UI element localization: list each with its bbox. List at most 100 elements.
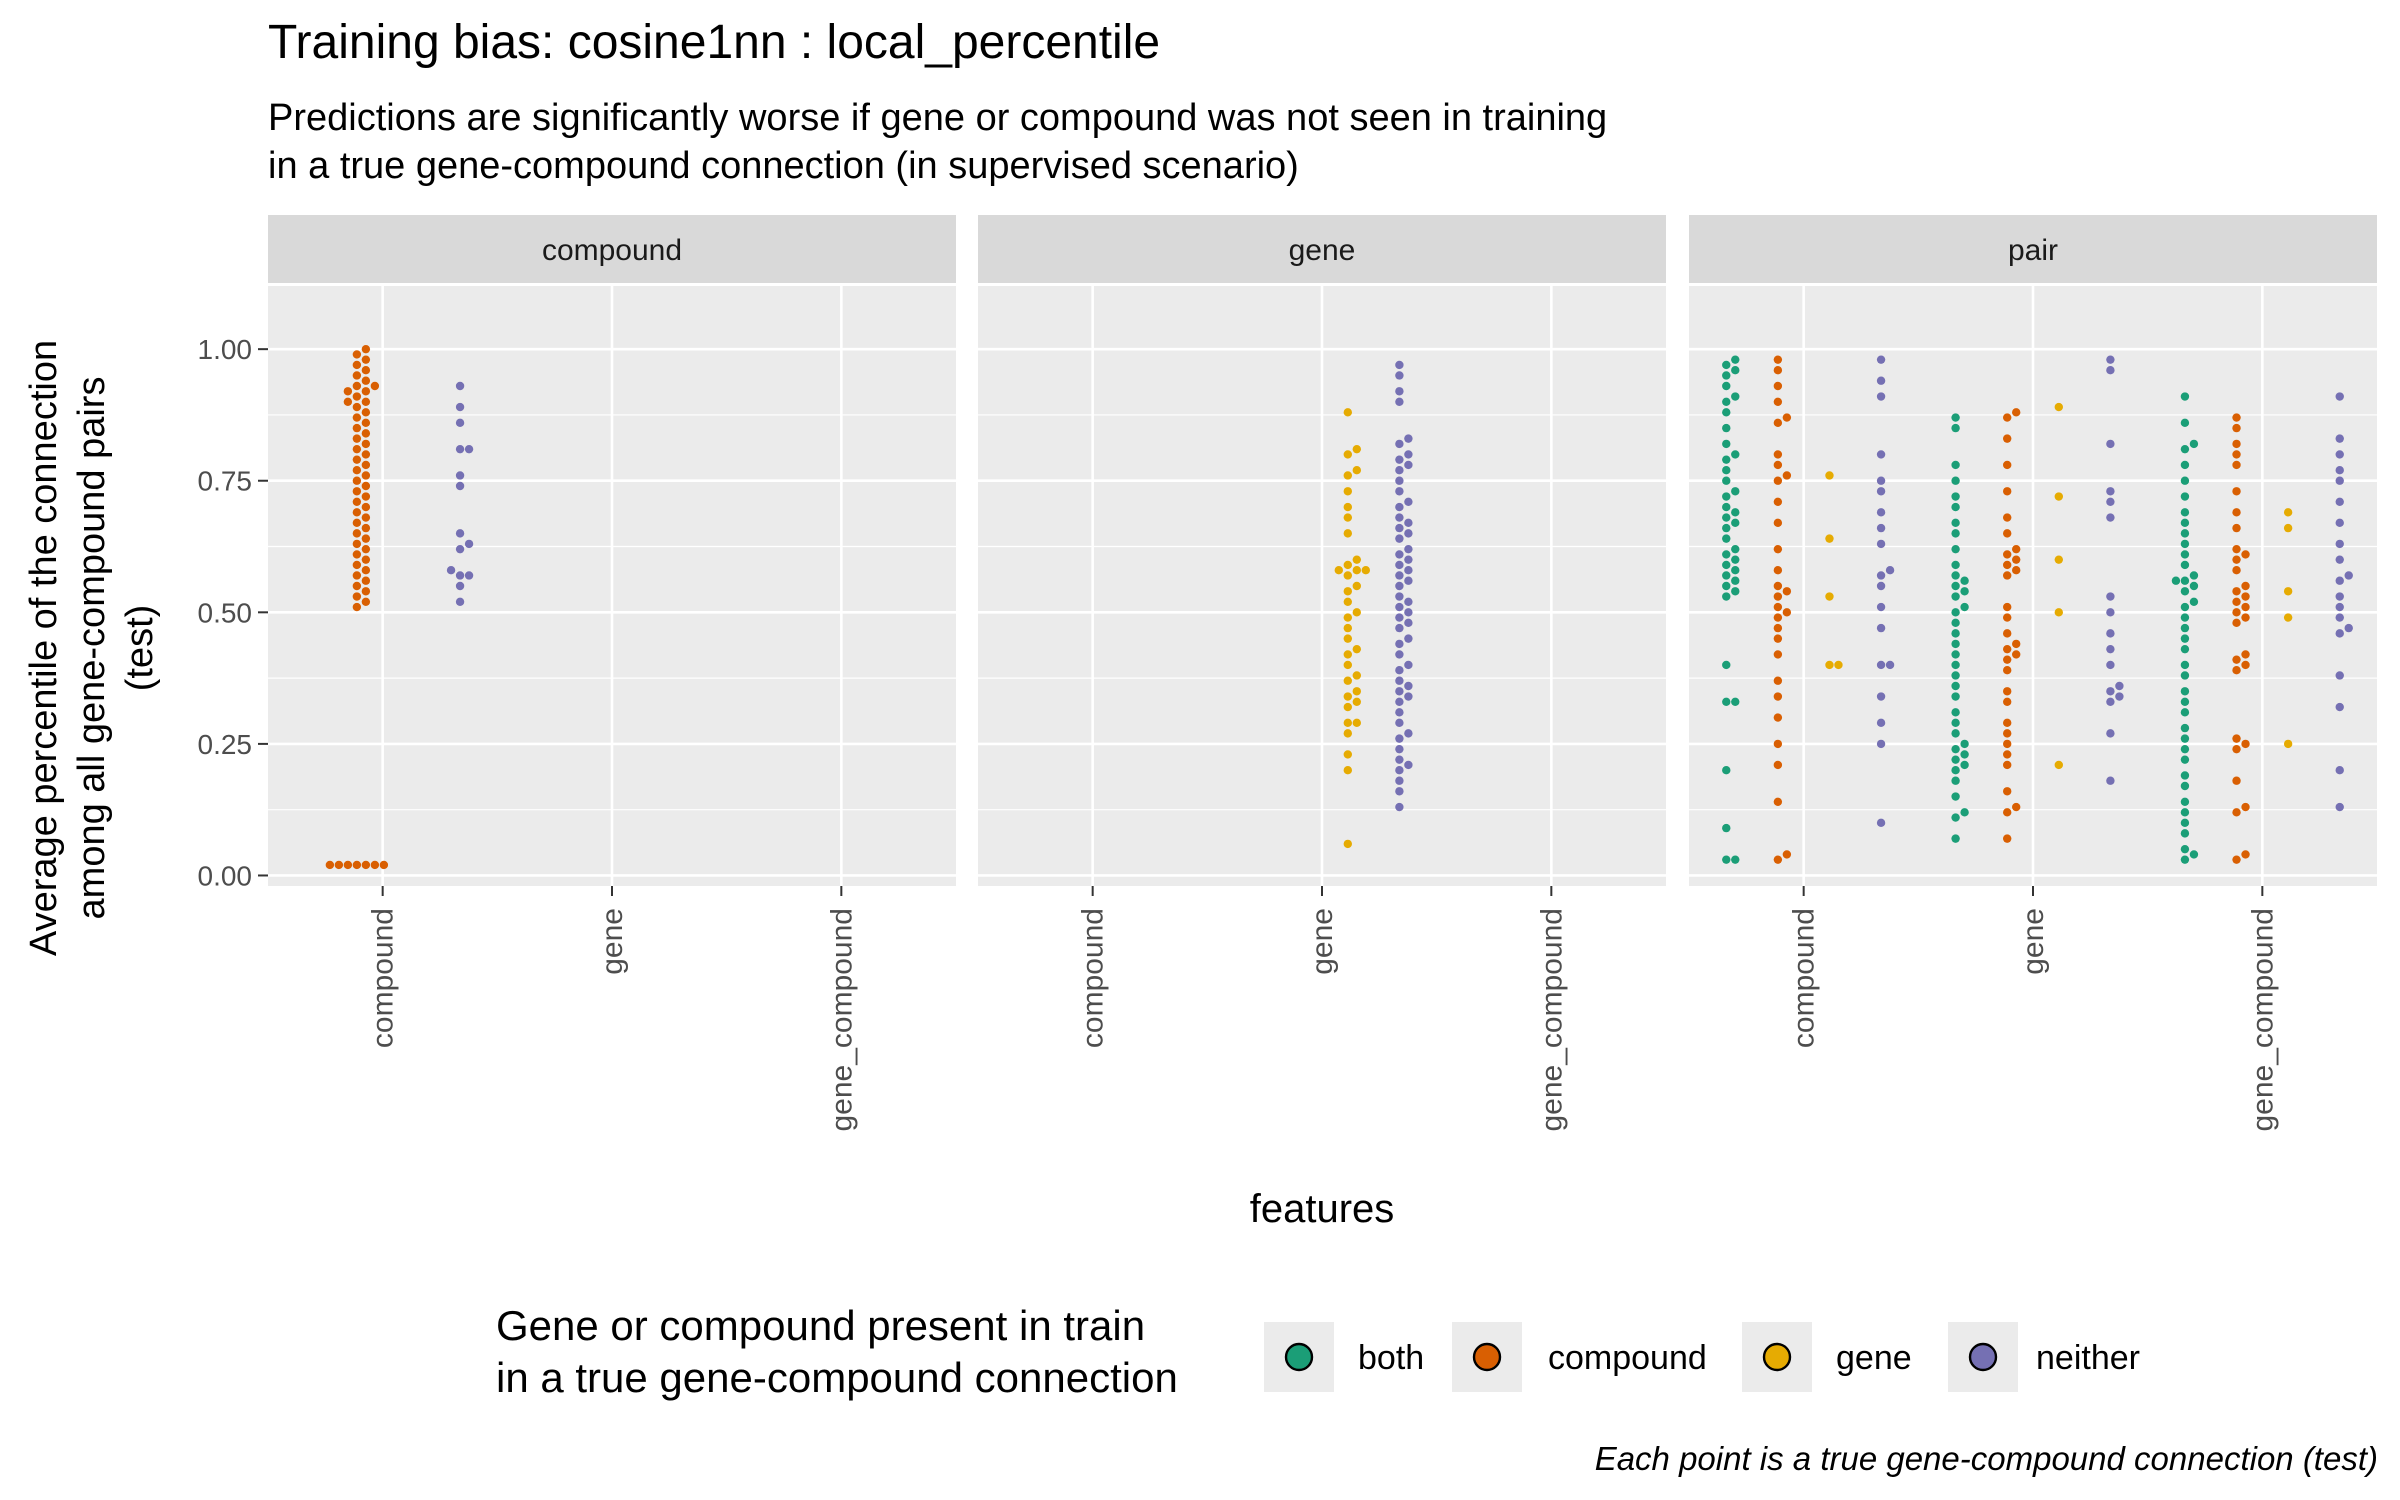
data-point-gene (1352, 718, 1362, 728)
data-point-compound (2232, 523, 2241, 533)
data-point-gene (2054, 402, 2063, 412)
data-point-compound (2003, 513, 2012, 522)
data-point-gene (2283, 523, 2293, 533)
data-point-both (2180, 844, 2190, 854)
data-point-gene (1343, 613, 1353, 622)
data-point-compound (2003, 739, 2012, 749)
data-point-neither (1404, 566, 1413, 575)
data-point-compound (361, 544, 371, 554)
data-point-neither (2335, 476, 2344, 485)
data-point-neither (455, 402, 465, 412)
data-point-compound (370, 860, 380, 870)
data-point-both (2180, 708, 2190, 717)
data-point-neither (2335, 392, 2344, 401)
data-point-both (1951, 629, 1960, 638)
legend-label-gene: gene (1836, 1339, 1912, 1377)
data-point-both (1951, 423, 1960, 433)
data-point-gene (1343, 650, 1353, 659)
data-point-neither (2335, 592, 2344, 601)
data-point-neither (1395, 455, 1404, 464)
data-point-both (2180, 518, 2190, 528)
data-point-both (1722, 523, 1731, 533)
data-point-neither (1885, 660, 1895, 670)
data-point-neither (1395, 602, 1404, 612)
data-point-neither (1404, 434, 1413, 443)
data-point-compound (1782, 608, 1792, 617)
x-tick-label: gene_compound (2246, 908, 2279, 1132)
data-point-neither (1876, 581, 1886, 591)
data-point-both (1731, 855, 1740, 864)
data-point-compound (1782, 413, 1792, 422)
data-point-compound (2232, 439, 2241, 449)
x-tick-label: compound (1788, 908, 1821, 1048)
data-point-both (2180, 392, 2190, 401)
data-point-gene (1343, 487, 1353, 496)
data-point-neither (1395, 387, 1404, 396)
data-point-neither (1404, 760, 1413, 770)
data-point-compound (2003, 644, 2012, 654)
legend-label-both: both (1358, 1339, 1424, 1377)
data-point-neither (464, 539, 474, 549)
data-point-both (1722, 560, 1731, 570)
data-point-both (1731, 544, 1740, 554)
data-point-compound (1773, 692, 1783, 701)
data-point-both (1731, 697, 1740, 706)
data-point-neither (455, 544, 465, 554)
data-point-neither (2335, 602, 2344, 612)
data-point-neither (2335, 450, 2344, 459)
data-point-compound (361, 481, 371, 491)
data-point-neither (1395, 397, 1404, 406)
data-point-both (1960, 602, 1969, 612)
data-point-both (1951, 692, 1960, 701)
data-point-compound (2241, 660, 2250, 670)
data-point-neither (1876, 623, 1886, 633)
data-point-compound (2232, 450, 2241, 459)
data-point-compound (361, 471, 371, 480)
data-point-both (2180, 644, 2190, 654)
data-point-both (1960, 587, 1969, 596)
data-point-compound (2003, 834, 2012, 843)
data-point-neither (2106, 513, 2115, 522)
data-point-compound (352, 444, 362, 454)
data-point-compound (361, 860, 371, 870)
data-point-neither (455, 471, 465, 480)
data-point-neither (455, 529, 465, 538)
data-point-both (1722, 550, 1731, 559)
data-point-both (1731, 508, 1740, 517)
data-point-compound (2003, 729, 2012, 738)
data-point-gene (1352, 466, 1362, 475)
data-point-compound (2003, 434, 2012, 443)
data-point-both (1951, 592, 1960, 601)
data-point-both (2180, 829, 2190, 838)
x-axis-label: features (1250, 1187, 1395, 1231)
data-point-both (2180, 744, 2190, 754)
data-point-compound (2012, 555, 2021, 564)
data-point-neither (2344, 571, 2353, 580)
data-point-neither (464, 444, 474, 454)
data-point-both (2180, 634, 2190, 643)
data-point-neither (1885, 566, 1895, 575)
data-point-compound (361, 397, 371, 406)
x-tick-label: compound (1077, 908, 1110, 1048)
facet-strip (1689, 215, 2377, 283)
data-point-both (1951, 813, 1960, 822)
data-point-compound (352, 350, 362, 359)
data-point-neither (1395, 592, 1404, 601)
data-point-compound (1773, 460, 1783, 470)
data-point-neither (1395, 487, 1404, 496)
data-point-both (2180, 576, 2190, 585)
data-point-compound (2232, 508, 2241, 517)
data-point-gene (1343, 718, 1353, 728)
data-point-neither (1404, 597, 1413, 606)
data-point-compound (1773, 476, 1783, 485)
data-point-both (1951, 529, 1960, 538)
data-point-neither (455, 444, 465, 454)
data-point-both (1722, 697, 1731, 706)
data-point-compound (1773, 623, 1783, 633)
data-point-neither (2335, 613, 2344, 622)
data-point-neither (1395, 581, 1404, 591)
data-point-compound (2003, 571, 2012, 580)
data-point-compound (352, 402, 362, 412)
data-point-compound (352, 476, 362, 485)
data-point-compound (1773, 602, 1783, 612)
